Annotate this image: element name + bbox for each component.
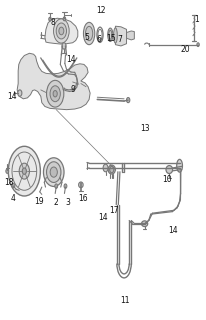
Circle shape: [53, 91, 57, 97]
Circle shape: [64, 184, 67, 188]
Text: 12: 12: [96, 6, 106, 15]
Text: 17: 17: [108, 206, 118, 215]
Circle shape: [103, 164, 108, 172]
Text: 5: 5: [84, 33, 89, 42]
Circle shape: [55, 184, 57, 188]
Ellipse shape: [165, 165, 172, 173]
Text: 14: 14: [66, 55, 75, 64]
Circle shape: [59, 27, 63, 35]
Circle shape: [62, 43, 66, 49]
Polygon shape: [17, 53, 90, 110]
Circle shape: [56, 23, 66, 39]
Circle shape: [22, 168, 26, 174]
Circle shape: [53, 19, 69, 43]
Ellipse shape: [43, 158, 64, 187]
Text: 16: 16: [78, 194, 87, 204]
Text: 14: 14: [168, 226, 177, 235]
Circle shape: [63, 17, 65, 21]
Text: 20: 20: [180, 44, 190, 54]
Circle shape: [18, 90, 22, 96]
Circle shape: [8, 146, 40, 196]
Text: 2: 2: [54, 197, 58, 206]
Ellipse shape: [83, 22, 94, 45]
Ellipse shape: [141, 221, 147, 227]
Text: 19: 19: [34, 197, 43, 206]
Text: 1: 1: [194, 15, 198, 24]
Circle shape: [109, 166, 113, 173]
Text: 7: 7: [117, 35, 122, 44]
Text: 4: 4: [10, 194, 15, 204]
Ellipse shape: [113, 28, 117, 43]
Text: 10: 10: [162, 175, 171, 184]
Circle shape: [12, 183, 15, 188]
Ellipse shape: [107, 28, 112, 42]
Text: 14: 14: [98, 213, 108, 222]
Circle shape: [6, 169, 9, 173]
Polygon shape: [45, 18, 77, 44]
Text: 6: 6: [96, 35, 101, 44]
Circle shape: [46, 80, 63, 107]
Circle shape: [50, 86, 60, 102]
Circle shape: [196, 43, 198, 47]
Circle shape: [19, 163, 29, 179]
Circle shape: [49, 17, 51, 21]
Text: 8: 8: [50, 19, 55, 28]
Circle shape: [126, 98, 129, 103]
Ellipse shape: [176, 159, 181, 172]
Text: 3: 3: [65, 197, 70, 206]
Ellipse shape: [46, 162, 61, 182]
Text: 9: 9: [70, 85, 75, 94]
Ellipse shape: [108, 165, 115, 174]
Text: 18: 18: [4, 178, 14, 187]
Text: 14: 14: [7, 92, 17, 101]
Polygon shape: [115, 26, 126, 46]
Ellipse shape: [85, 26, 92, 41]
Ellipse shape: [78, 182, 83, 188]
Text: 13: 13: [139, 124, 149, 132]
Text: 15: 15: [105, 34, 115, 43]
Ellipse shape: [50, 167, 57, 177]
Text: 11: 11: [120, 296, 129, 305]
Polygon shape: [126, 31, 134, 40]
